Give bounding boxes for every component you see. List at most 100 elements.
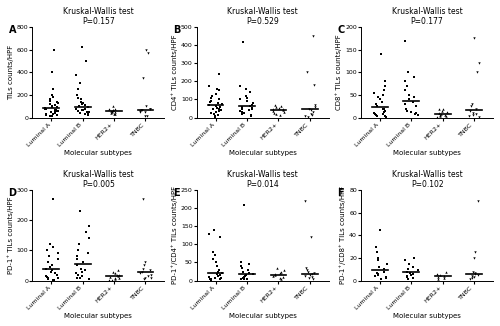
Point — [138, 107, 145, 112]
Point — [208, 107, 216, 112]
Point — [380, 107, 388, 112]
Point — [276, 275, 283, 280]
Point — [304, 269, 312, 274]
Text: E: E — [173, 188, 180, 198]
Point — [277, 103, 285, 109]
Point — [84, 111, 92, 117]
Point — [308, 112, 316, 117]
Point — [246, 262, 254, 267]
Point — [309, 34, 317, 39]
Point — [83, 109, 91, 114]
Point — [400, 79, 408, 84]
Point — [311, 104, 319, 109]
Point — [308, 272, 316, 277]
Point — [78, 107, 86, 112]
Point — [110, 107, 118, 112]
Point — [278, 274, 286, 280]
Point — [382, 276, 390, 281]
Point — [80, 108, 88, 113]
Point — [436, 112, 444, 117]
Point — [378, 92, 386, 97]
Point — [112, 109, 120, 114]
Point — [104, 106, 112, 111]
Point — [240, 276, 248, 281]
Point — [404, 70, 412, 75]
Point — [434, 274, 442, 280]
Point — [106, 109, 114, 114]
Point — [303, 267, 311, 272]
Point — [466, 277, 474, 282]
Point — [404, 277, 412, 282]
Point — [140, 263, 148, 268]
X-axis label: Molecular subtypes: Molecular subtypes — [229, 150, 296, 156]
Point — [44, 276, 52, 282]
Point — [472, 111, 480, 117]
Point — [214, 109, 222, 114]
Point — [138, 269, 146, 274]
Point — [238, 111, 246, 117]
Point — [207, 99, 215, 104]
Text: D: D — [8, 188, 16, 198]
Point — [300, 274, 308, 279]
Point — [280, 110, 287, 115]
Point — [108, 277, 116, 283]
Point — [81, 102, 89, 108]
Point — [42, 266, 50, 271]
Point — [214, 100, 222, 106]
Y-axis label: PD-1⁺/CD4⁺ TILs counts/HPF: PD-1⁺/CD4⁺ TILs counts/HPF — [172, 186, 178, 284]
Point — [208, 95, 216, 100]
Y-axis label: PD-1⁺/CD8⁺ TILs counts/HPF: PD-1⁺/CD8⁺ TILs counts/HPF — [340, 186, 346, 285]
Point — [379, 106, 387, 111]
Point — [218, 271, 226, 276]
Point — [403, 274, 411, 279]
Point — [136, 109, 144, 114]
Point — [146, 106, 154, 111]
Point — [307, 108, 315, 113]
Point — [142, 275, 150, 280]
Point — [434, 271, 442, 276]
Point — [48, 92, 56, 97]
Point — [48, 113, 56, 118]
Point — [76, 80, 84, 85]
Point — [139, 266, 147, 271]
Point — [210, 111, 218, 117]
Point — [43, 274, 51, 280]
Point — [84, 105, 92, 110]
Point — [248, 113, 256, 118]
Point — [374, 258, 382, 263]
Point — [442, 113, 450, 119]
Point — [377, 52, 385, 57]
Point — [370, 111, 378, 116]
Point — [376, 227, 384, 232]
Point — [144, 274, 152, 279]
Point — [209, 256, 217, 261]
Point — [208, 249, 216, 254]
Point — [147, 275, 155, 281]
Point — [212, 260, 220, 265]
Point — [442, 269, 450, 274]
Point — [214, 274, 222, 279]
Point — [408, 110, 416, 115]
Point — [218, 101, 226, 107]
Point — [46, 98, 54, 103]
Point — [52, 99, 60, 104]
Y-axis label: CD4⁺ TILs counts/HPF: CD4⁺ TILs counts/HPF — [172, 35, 178, 110]
Point — [406, 270, 414, 275]
Point — [374, 95, 382, 100]
Point — [468, 274, 475, 279]
Point — [72, 271, 80, 276]
Point — [208, 93, 216, 98]
Point — [207, 277, 215, 282]
Point — [468, 276, 476, 281]
Point — [212, 110, 220, 115]
Point — [146, 267, 154, 273]
Point — [438, 107, 446, 112]
Point — [248, 102, 256, 108]
Point — [142, 47, 150, 52]
Point — [84, 251, 92, 256]
Point — [205, 274, 213, 280]
Point — [48, 263, 56, 268]
Point — [52, 109, 60, 114]
Point — [73, 263, 81, 268]
Point — [141, 109, 149, 114]
